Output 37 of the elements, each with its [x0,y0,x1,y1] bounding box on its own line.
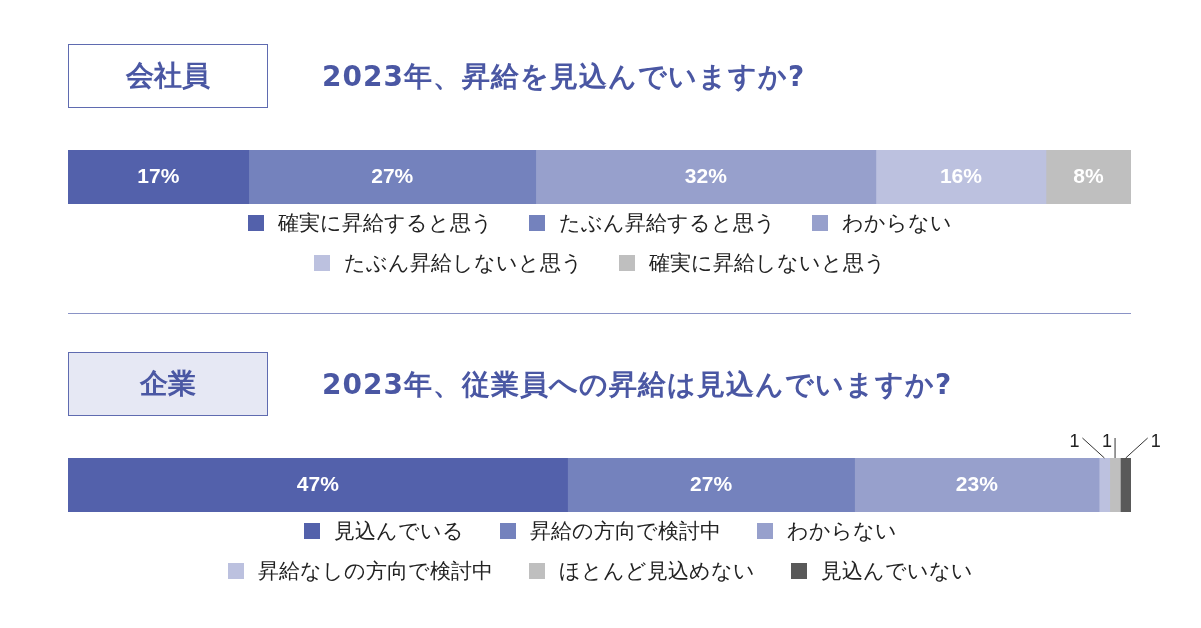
legend-label: 見込んでいる [332,518,464,545]
data-label: 23% [955,471,999,495]
legend-label: わからない [841,210,952,237]
legend-label: 確実に昇給しないと思う [648,250,886,277]
bar [68,458,568,512]
legend-label: たぶん昇給すると思う [558,210,776,237]
bar [68,150,250,204]
legend-label: ほとんど見込めない [557,558,755,585]
bar [854,458,1100,512]
legend-label: 昇給なしの方向で検討中 [256,558,493,585]
legend-label: わからない [785,518,897,545]
data-label: 27% [371,163,414,187]
bar [1098,458,1111,512]
data-label: 1 [1150,430,1161,451]
bar [1120,458,1131,512]
bar [248,150,537,204]
bar [567,458,855,512]
legend-label: 見込んでいない [819,558,973,585]
data-label: 8% [1073,163,1104,187]
text: 会社員 [68,44,268,108]
bar [1109,458,1121,512]
data-label: 17% [137,163,180,187]
chart-title: 2023年、従業員への昇給は見込んでいますか? [322,367,953,403]
data-label: 1 [1069,430,1080,451]
chart-title: 2023年、昇給を見込んでいますか? [322,59,806,95]
legend-label: たぶん昇給しないと思う [343,250,583,277]
text: 企業 [68,352,268,416]
data-label: 1 [1102,430,1113,451]
data-label: 27% [690,471,733,495]
bar [535,150,877,204]
bar [875,150,1047,204]
data-label: 16% [939,163,983,187]
bar [1045,150,1131,204]
data-label: 47% [296,471,340,495]
data-label: 32% [684,163,728,187]
legend-label: 確実に昇給すると思う [277,210,493,237]
legend-label: 昇給の方向で検討中 [528,518,721,545]
